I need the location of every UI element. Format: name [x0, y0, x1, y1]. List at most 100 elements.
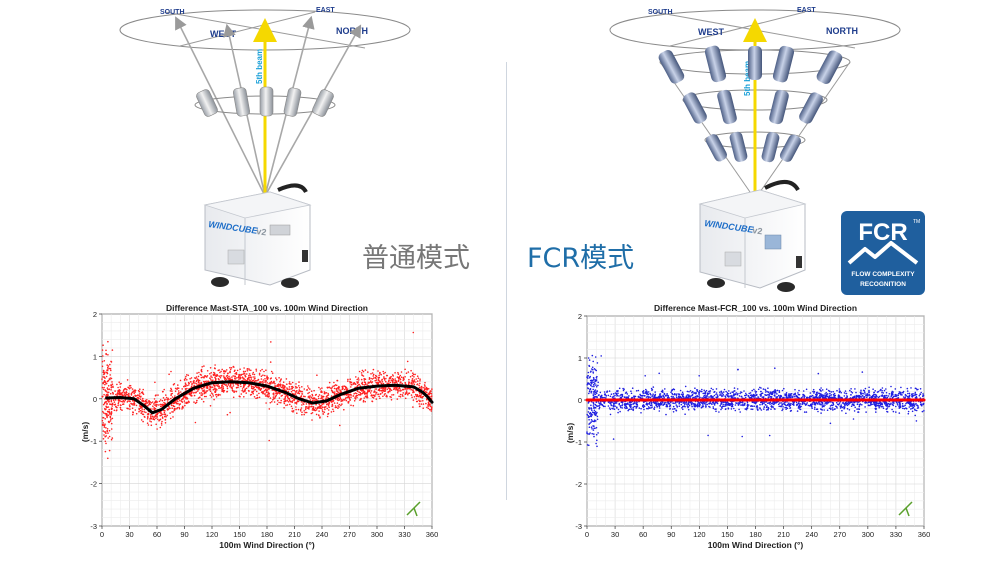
data-point [185, 398, 187, 400]
data-point [108, 413, 111, 415]
x-axis-label: 100m Wind Direction (°) [219, 540, 315, 550]
data-point [242, 386, 245, 388]
data-point [379, 372, 381, 375]
data-point [296, 412, 298, 414]
data-point [841, 402, 844, 404]
data-point [321, 406, 324, 408]
data-point [818, 403, 821, 405]
data-point [101, 365, 104, 368]
data-point [679, 401, 682, 403]
data-point [222, 386, 225, 388]
data-point [299, 410, 302, 412]
data-point [194, 421, 197, 424]
data-point [331, 403, 334, 406]
data-point [110, 377, 113, 380]
compass-north: NORTH [336, 26, 368, 36]
data-point [227, 384, 229, 386]
data-point [308, 405, 310, 407]
data-point [356, 390, 359, 393]
data-point [108, 401, 110, 403]
data-point [361, 381, 364, 384]
data-point [104, 450, 107, 453]
data-point [754, 390, 756, 392]
data-point [375, 375, 378, 378]
data-point [259, 381, 262, 384]
data-point [700, 406, 703, 409]
data-point [269, 361, 272, 363]
data-point [111, 383, 114, 385]
data-point [132, 411, 134, 413]
data-point [266, 378, 269, 380]
data-point [304, 408, 307, 411]
data-point [229, 385, 231, 388]
data-point [356, 378, 359, 381]
data-point [277, 399, 279, 402]
data-point [767, 387, 769, 389]
data-point [321, 403, 323, 406]
data-point [724, 408, 727, 411]
data-point [398, 390, 400, 392]
data-point [733, 387, 736, 389]
data-point [116, 394, 119, 396]
data-point [339, 396, 342, 398]
data-point [737, 404, 740, 406]
data-point [587, 402, 590, 404]
data-point [590, 392, 592, 394]
data-point [171, 411, 173, 413]
data-point [400, 371, 403, 373]
data-point [107, 340, 109, 343]
data-point [366, 391, 369, 393]
data-point [245, 379, 247, 382]
data-point [743, 390, 745, 392]
data-point [201, 387, 204, 390]
data-point [853, 404, 855, 407]
compass-west: WEST [210, 29, 237, 39]
data-point [647, 391, 650, 393]
data-point [728, 404, 731, 406]
data-point [394, 378, 397, 380]
data-point [427, 405, 430, 407]
data-point [588, 376, 591, 379]
data-point [878, 395, 881, 398]
data-point [382, 370, 385, 373]
data-point [403, 378, 405, 380]
data-point [135, 395, 138, 397]
data-point [597, 381, 599, 384]
data-point [111, 437, 114, 439]
data-point [618, 387, 621, 390]
data-point [250, 385, 253, 388]
data-point [861, 404, 863, 406]
y-tick-label: -1 [575, 438, 582, 447]
data-point [350, 381, 353, 384]
data-point [587, 357, 590, 359]
data-point [229, 370, 231, 373]
data-point [666, 393, 668, 395]
data-point [336, 379, 338, 382]
data-point [854, 388, 856, 390]
data-point [716, 394, 719, 396]
data-point [176, 407, 179, 409]
data-point [719, 391, 721, 393]
data-point [135, 404, 138, 407]
data-point [881, 403, 883, 406]
data-point [825, 391, 827, 394]
data-point [140, 419, 143, 421]
data-point [334, 405, 337, 407]
data-point [399, 393, 402, 396]
data-point [420, 396, 422, 399]
data-point [375, 398, 378, 400]
data-point [591, 380, 594, 382]
data-point [107, 414, 110, 417]
data-point [117, 386, 119, 389]
data-point [922, 394, 924, 397]
data-point [301, 386, 303, 388]
data-point [394, 380, 396, 382]
data-point [366, 384, 369, 386]
data-point [837, 395, 840, 397]
data-point [269, 383, 272, 385]
data-point [672, 395, 674, 398]
data-point [387, 390, 390, 393]
data-point [187, 384, 190, 386]
data-point [253, 380, 256, 383]
data-point [857, 395, 860, 398]
